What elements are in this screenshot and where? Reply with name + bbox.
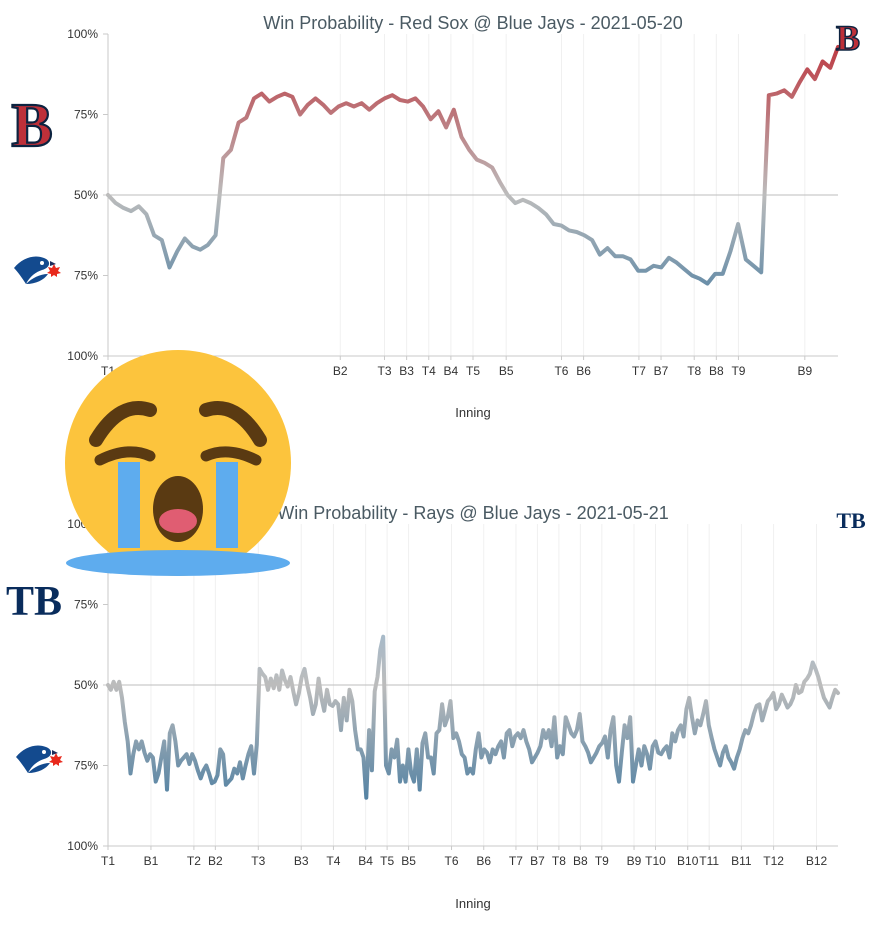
x-tick-label: B9 xyxy=(797,364,812,378)
x-tick-label: B5 xyxy=(499,364,514,378)
x-tick-label: T6 xyxy=(445,854,459,868)
svg-text:TB: TB xyxy=(836,508,866,533)
x-tick-label: T3 xyxy=(251,854,265,868)
chart-red-sox-blue-jays: Win Probability - Red Sox @ Blue Jays - … xyxy=(67,13,840,420)
x-tick-label: B3 xyxy=(399,364,414,378)
y-tick-label: 100% xyxy=(67,27,98,41)
x-tick-label: B4 xyxy=(444,364,459,378)
x-tick-label: T7 xyxy=(509,854,523,868)
y-tick-label: 75% xyxy=(74,108,98,122)
y-tick-label: 100% xyxy=(67,839,98,853)
win-probability-line xyxy=(106,44,840,286)
y-tick-label: 50% xyxy=(74,188,98,202)
x-tick-label: T3 xyxy=(378,364,392,378)
red-sox-logo: B xyxy=(10,91,54,161)
crying-face-emoji xyxy=(65,350,291,576)
blue-jays-logo xyxy=(16,745,63,773)
x-tick-label: B2 xyxy=(208,854,223,868)
x-tick-label: T10 xyxy=(645,854,666,868)
x-tick-label: B6 xyxy=(476,854,491,868)
rays-logo: TB xyxy=(6,579,62,625)
x-axis-label: Inning xyxy=(455,896,490,911)
y-tick-label: 75% xyxy=(74,759,98,773)
x-tick-label: T5 xyxy=(380,854,394,868)
x-tick-label: T9 xyxy=(595,854,609,868)
x-tick-label: T1 xyxy=(101,854,115,868)
chart-title: Win Probability - Rays @ Blue Jays - 202… xyxy=(277,503,668,523)
x-tick-label: T12 xyxy=(763,854,784,868)
x-tick-label: B12 xyxy=(806,854,828,868)
x-tick-label: B8 xyxy=(709,364,724,378)
x-tick-label: B6 xyxy=(576,364,591,378)
x-tick-label: T4 xyxy=(422,364,436,378)
x-tick-label: T5 xyxy=(466,364,480,378)
x-tick-label: B5 xyxy=(401,854,416,868)
chart-rays-blue-jays: Win Probability - Rays @ Blue Jays - 202… xyxy=(67,503,840,911)
x-tick-label: T2 xyxy=(187,854,201,868)
x-tick-label: B1 xyxy=(144,854,159,868)
x-tick-label: T11 xyxy=(699,854,719,868)
x-axis-label: Inning xyxy=(455,405,490,420)
x-tick-label: B4 xyxy=(358,854,373,868)
x-tick-label: B3 xyxy=(294,854,309,868)
x-tick-label: T9 xyxy=(731,364,745,378)
x-tick-label: T4 xyxy=(326,854,340,868)
y-tick-label: 75% xyxy=(74,598,98,612)
x-tick-label: T8 xyxy=(552,854,566,868)
y-tick-label: 75% xyxy=(74,269,98,283)
x-tick-label: T8 xyxy=(687,364,701,378)
x-tick-label: B9 xyxy=(627,854,642,868)
blue-jays-logo xyxy=(14,256,61,284)
y-tick-label: 50% xyxy=(74,678,98,692)
x-tick-label: T7 xyxy=(632,364,646,378)
x-tick-label: B8 xyxy=(573,854,588,868)
y-tick-label: 100% xyxy=(67,349,98,363)
x-tick-label: B2 xyxy=(333,364,348,378)
svg-text:B: B xyxy=(11,92,52,160)
x-tick-label: B11 xyxy=(731,854,752,868)
x-tick-label: B7 xyxy=(654,364,669,378)
chart-title: Win Probability - Red Sox @ Blue Jays - … xyxy=(263,13,682,33)
x-tick-label: B10 xyxy=(677,854,699,868)
x-tick-label: B7 xyxy=(530,854,545,868)
win-probability-line xyxy=(106,634,840,800)
svg-text:TB: TB xyxy=(6,579,62,625)
rays-logo: TB xyxy=(836,508,866,533)
red-sox-logo: B xyxy=(835,17,861,59)
x-tick-label: T6 xyxy=(554,364,568,378)
svg-text:B: B xyxy=(836,18,860,58)
